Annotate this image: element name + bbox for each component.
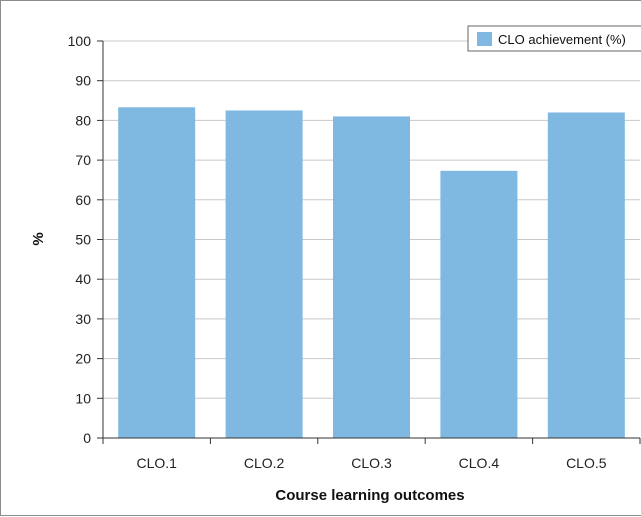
y-tick-label: 80	[75, 112, 91, 128]
x-axis-title: Course learning outcomes	[275, 487, 464, 504]
bar-clo1	[118, 107, 196, 438]
y-tick-label: 90	[75, 73, 91, 89]
legend-swatch	[477, 32, 492, 46]
y-tick-label: 0	[83, 430, 91, 446]
y-tick-label: 20	[75, 351, 91, 367]
bar-clo3	[333, 116, 410, 439]
y-tick-label: 60	[75, 192, 91, 208]
bar-clo4	[440, 170, 518, 438]
y-tick-label: 70	[75, 152, 91, 168]
y-axis-title: %	[30, 232, 47, 245]
y-tick-labels: 0 10 20 30 40 50 60 70 80 90 100	[68, 33, 92, 446]
bars	[118, 107, 625, 439]
y-tick-label: 50	[75, 232, 91, 248]
x-tick-label: CLO.1	[136, 455, 177, 471]
bar-clo5	[547, 112, 625, 439]
x-tick-label: CLO.3	[351, 455, 392, 471]
legend: CLO achievement (%)	[467, 25, 641, 52]
legend-box	[467, 25, 641, 52]
axes	[97, 40, 641, 444]
bar-clo2	[225, 110, 303, 438]
y-tick-label: 100	[68, 33, 92, 49]
legend-label: CLO achievement (%)	[498, 32, 626, 47]
x-tick-label: CLO.5	[566, 455, 607, 471]
y-tick-label: 30	[75, 311, 91, 327]
y-tick-label: 10	[75, 390, 91, 406]
x-tick-label: CLO.4	[459, 455, 500, 471]
x-tick-labels: CLO.1 CLO.2 CLO.3 CLO.4 CLO.5	[136, 455, 606, 471]
y-tick-label: 40	[75, 271, 91, 287]
x-tick-label: CLO.2	[244, 455, 285, 471]
